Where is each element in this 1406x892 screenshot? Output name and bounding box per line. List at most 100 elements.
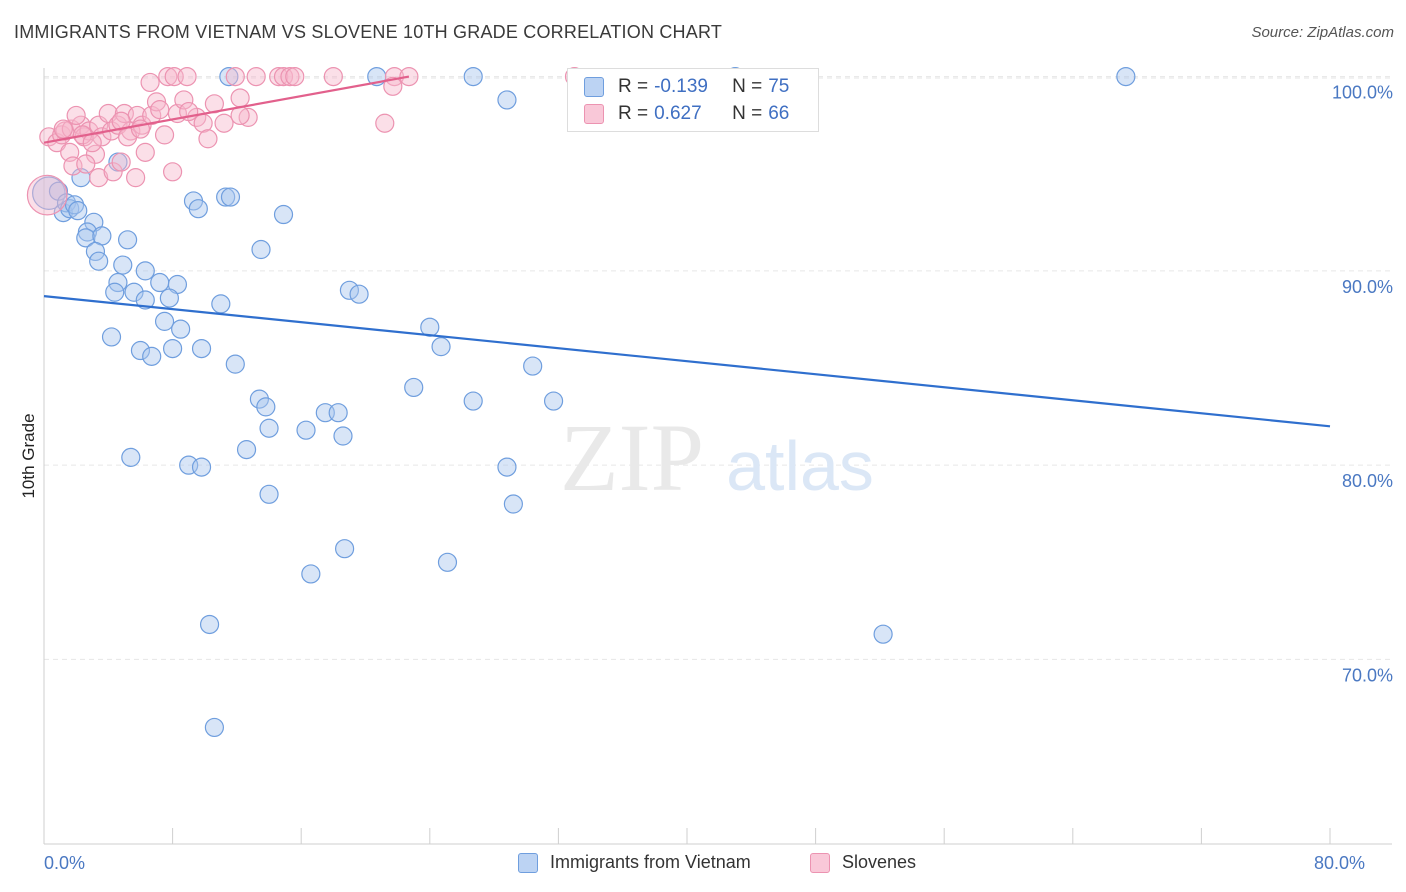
stats-legend: R = -0.139 N = 75 R = 0.627 N = 66 xyxy=(567,68,819,132)
point-slovenes xyxy=(89,168,109,188)
point-vietnam xyxy=(76,228,96,248)
point-vietnam xyxy=(497,90,517,110)
bottom-legend: Immigrants from Vietnam Slovenes xyxy=(0,852,1406,878)
point-vietnam xyxy=(124,282,144,302)
stats-r-label: R = xyxy=(618,76,649,97)
point-vietnam xyxy=(68,201,88,221)
point-slovenes xyxy=(198,129,218,149)
stats-n-label: N = xyxy=(732,103,763,124)
stats-n-value-pink: 66 xyxy=(768,103,790,124)
point-vietnam xyxy=(463,66,483,87)
point-vietnam xyxy=(117,230,138,250)
point-vietnam xyxy=(171,319,191,339)
chart-title: IMMIGRANTS FROM VIETNAM VS SLOVENE 10TH … xyxy=(14,22,723,42)
stats-swatch-pink xyxy=(584,104,604,124)
legend-item-vietnam[interactable]: Immigrants from Vietnam xyxy=(518,852,751,873)
point-vietnam xyxy=(259,484,279,504)
point-vietnam xyxy=(113,255,133,275)
point-slovenes xyxy=(103,162,123,182)
y-axis-label: 10th Grade xyxy=(19,413,38,498)
stats-n-value-blue: 75 xyxy=(768,76,790,97)
source-credit: Source: ZipAtlas.com xyxy=(1251,24,1394,41)
y-tick-label: 90.0% xyxy=(1342,277,1393,297)
point-vietnam xyxy=(296,420,316,440)
point-vietnam xyxy=(256,397,276,417)
axes xyxy=(43,68,1392,845)
point-vietnam xyxy=(259,418,279,438)
point-slovenes xyxy=(269,66,289,87)
point-slovenes xyxy=(273,66,294,87)
grid-lines xyxy=(44,76,1390,660)
point-vietnam xyxy=(199,614,220,635)
y-tick-label: 70.0% xyxy=(1342,665,1393,685)
point-slovenes xyxy=(383,76,403,96)
legend-item-slovenes[interactable]: Slovenes xyxy=(810,852,916,873)
y-tick-label: 80.0% xyxy=(1342,471,1393,491)
stats-swatch-blue xyxy=(584,77,604,97)
x-tick-label: 0.0% xyxy=(44,853,85,873)
point-vietnam xyxy=(220,187,241,207)
point-vietnam xyxy=(159,288,179,308)
point-vietnam xyxy=(191,338,212,359)
stats-r-value-pink: 0.627 xyxy=(654,103,702,124)
point-vietnam xyxy=(333,426,353,446)
point-slovenes xyxy=(154,125,175,145)
point-slovenes xyxy=(135,142,155,162)
stats-r-value-blue: -0.139 xyxy=(654,76,708,97)
point-vietnam xyxy=(154,311,175,331)
point-vietnam xyxy=(328,403,348,423)
point-vietnam xyxy=(273,204,294,225)
point-vietnam xyxy=(431,337,451,357)
point-vietnam xyxy=(130,340,151,361)
trend-line-vietnam xyxy=(43,295,1331,428)
point-vietnam xyxy=(188,199,208,219)
point-slovenes xyxy=(66,105,86,126)
point-slovenes xyxy=(285,66,305,87)
point-vietnam xyxy=(497,457,517,477)
point-vietnam xyxy=(251,239,271,260)
point-slovenes xyxy=(150,100,170,120)
point-vietnam xyxy=(163,338,183,359)
point-vietnam xyxy=(236,440,257,460)
point-vietnam xyxy=(89,251,109,271)
point-vietnam xyxy=(437,552,458,572)
point-slovenes xyxy=(53,119,73,139)
point-vietnam xyxy=(349,284,369,304)
point-slovenes xyxy=(280,66,300,87)
stats-row-pink: R = 0.627 N = 66 xyxy=(584,101,789,127)
point-slovenes xyxy=(146,92,167,112)
point-slovenes xyxy=(230,88,250,108)
stats-r-label: R = xyxy=(618,103,649,124)
point-vietnam xyxy=(101,327,122,347)
point-vietnam xyxy=(64,195,85,215)
point-slovenes xyxy=(246,66,266,87)
point-vietnam xyxy=(135,261,155,281)
point-slovenes xyxy=(163,162,183,182)
point-slovenes xyxy=(375,113,395,133)
point-vietnam xyxy=(335,539,355,559)
point-vietnam xyxy=(404,377,424,398)
point-vietnam xyxy=(339,280,360,300)
point-vietnam xyxy=(211,294,231,314)
point-slovenes xyxy=(225,66,245,87)
trend-line-slovenes xyxy=(43,75,410,144)
data-points xyxy=(26,66,1136,738)
point-slovenes xyxy=(85,144,106,164)
point-vietnam xyxy=(191,457,212,477)
point-vietnam xyxy=(105,282,125,302)
point-slovenes xyxy=(76,154,96,174)
point-vietnam xyxy=(216,187,236,207)
legend-swatch-pink xyxy=(810,852,830,873)
point-vietnam xyxy=(301,564,321,584)
trend-lines xyxy=(43,75,1331,428)
point-vietnam xyxy=(523,356,543,376)
point-slovenes xyxy=(130,119,151,139)
point-vietnam xyxy=(543,391,564,411)
point-slovenes xyxy=(126,168,146,188)
point-vietnam xyxy=(219,66,239,87)
legend-label-vietnam: Immigrants from Vietnam xyxy=(550,852,751,872)
stats-n-label: N = xyxy=(732,76,763,97)
point-vietnam xyxy=(873,624,893,644)
point-slovenes xyxy=(140,72,160,93)
